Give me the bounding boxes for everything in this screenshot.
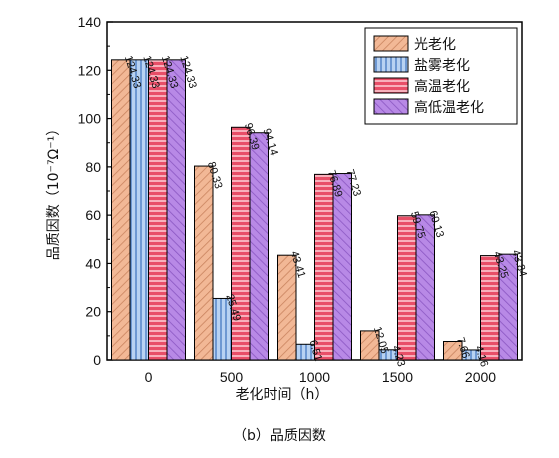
y-tick-label: 100 — [78, 111, 102, 127]
legend-label: 光老化 — [414, 37, 456, 53]
bars-group — [111, 59, 518, 361]
y-tick-label: 140 — [78, 14, 102, 30]
bar-1-0 — [111, 59, 131, 361]
bar-3-1000 — [314, 173, 334, 361]
bar-3-500 — [231, 126, 251, 361]
bar-4-1500 — [415, 214, 435, 361]
legend-swatch — [373, 35, 409, 52]
legend-label: 高温老化 — [414, 78, 470, 95]
x-axis-title: 老化时间（h） — [236, 387, 329, 403]
figure-caption: （b）品质因数 — [233, 428, 326, 444]
data-label: 6.51 — [306, 339, 324, 363]
x-tick-label: 1500 — [382, 369, 413, 385]
data-label: 7.66 — [454, 336, 472, 360]
bar-4-0 — [166, 59, 186, 361]
x-tick-label: 1000 — [299, 369, 330, 385]
bar-1-1500 — [360, 330, 380, 361]
y-axis-title: 品质因数（10⁻⁷Ω⁻¹） — [46, 122, 62, 261]
x-tick-label: 2000 — [465, 369, 496, 385]
x-tick-label: 500 — [220, 369, 244, 385]
bar-2-0 — [129, 59, 149, 361]
legend-swatch — [373, 77, 409, 94]
legend-label: 盐雾老化 — [414, 58, 470, 74]
y-tick-label: 60 — [85, 207, 101, 223]
bar-4-2000 — [498, 253, 518, 361]
bar-1-1000 — [277, 254, 297, 361]
data-label: 4.16 — [472, 344, 490, 368]
legend-swatch — [373, 98, 409, 115]
bar-3-0 — [148, 59, 168, 361]
y-tick-label: 40 — [85, 255, 101, 271]
data-labels-group: 124.33124.33124.33124.3380.3325.4996.399… — [122, 54, 529, 368]
data-label: 4.23 — [389, 344, 407, 368]
y-tick-label: 80 — [85, 159, 101, 175]
bar-3-1500 — [397, 215, 417, 361]
bar-4-500 — [249, 132, 269, 361]
legend-label: 高低温老化 — [414, 99, 484, 116]
x-axis: 0 500 1000 1500 2000 — [145, 354, 496, 385]
y-tick-label: 20 — [85, 304, 101, 320]
bar-1-500 — [194, 165, 214, 361]
x-tick-label: 0 — [145, 369, 153, 385]
y-tick-label: 0 — [93, 352, 101, 368]
bar-4-1000 — [332, 173, 352, 361]
y-tick-label: 120 — [78, 62, 102, 78]
legend-swatch — [373, 56, 409, 73]
